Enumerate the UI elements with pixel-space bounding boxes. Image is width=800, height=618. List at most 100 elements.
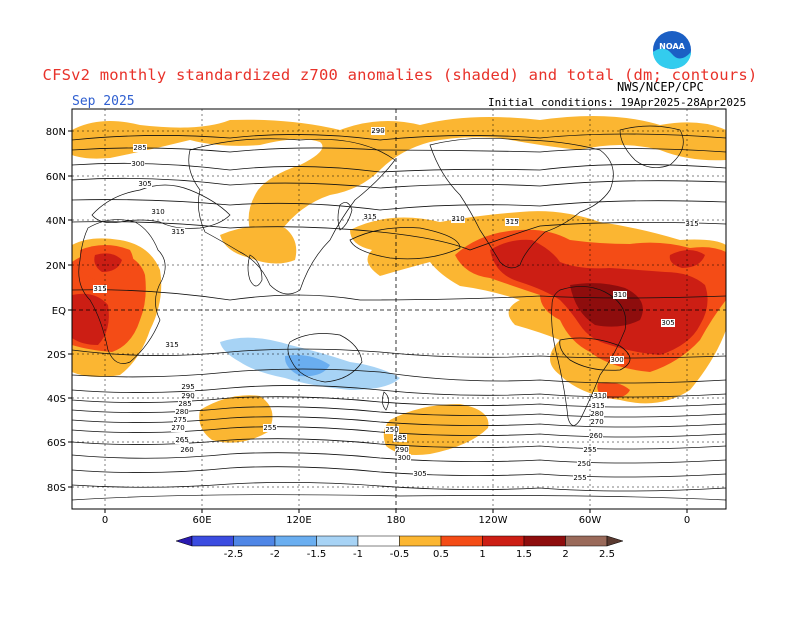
colorbar-label: -2 <box>270 549 280 560</box>
antarctica-outline <box>72 494 726 501</box>
contour-line <box>72 147 726 153</box>
contour-label: 315 <box>93 285 106 293</box>
anomaly-shading <box>72 116 726 455</box>
contour-line <box>72 199 726 211</box>
contour-label: 270 <box>171 424 184 432</box>
colorbar-box <box>482 535 525 547</box>
contour-line <box>72 162 726 173</box>
contour-label: 285 <box>393 434 406 442</box>
colorbar-box <box>357 535 400 547</box>
contour-label: 250 <box>577 460 590 468</box>
colorbar-label: -0.5 <box>390 549 410 560</box>
contour-label-bg <box>138 180 152 188</box>
lon-label: 0 <box>102 515 108 526</box>
noaa-logo: NOAA <box>653 31 691 69</box>
initial-conditions: Initial conditions: 19Apr2025-28Apr2025 <box>488 96 747 109</box>
contour-label: 255 <box>263 424 276 432</box>
contour-label: 310 <box>451 215 464 223</box>
anomaly-region-arctic <box>72 116 726 236</box>
contour-label: 300 <box>397 454 410 462</box>
contour-label-bg <box>613 291 627 299</box>
contour-label: 260 <box>589 432 602 440</box>
contour-label: 290 <box>181 392 194 400</box>
colorbar-label: 2 <box>562 549 568 560</box>
contour-label-bg <box>165 341 179 349</box>
lon-axis: 0 60E 120E 180 120W 60W 0 <box>102 509 690 526</box>
colorbar-box <box>399 535 442 547</box>
contour-line <box>72 348 726 359</box>
contour-label-bg <box>263 424 277 432</box>
contour-label-bg <box>590 410 604 418</box>
contour-label-bg <box>151 208 165 216</box>
map-title: CFSv2 monthly standardized z700 anomalie… <box>42 66 758 84</box>
anomaly-region-atlantic-darkred <box>72 293 109 345</box>
contour-label: 300 <box>131 160 144 168</box>
contour-label-bg <box>593 392 607 400</box>
colorbar-label: -1.5 <box>307 549 327 560</box>
contour-label: 315 <box>591 402 604 410</box>
anomaly-region-caribbean-darkred <box>669 250 705 268</box>
colorbar-label: -1 <box>353 549 363 560</box>
contour-label: 305 <box>138 180 151 188</box>
contour-label-bg <box>171 228 185 236</box>
contour-label: 255 <box>573 474 586 482</box>
contour-label-bg <box>175 408 189 416</box>
contour-line <box>72 221 726 251</box>
contour-label-bg <box>589 432 603 440</box>
colorbar-box <box>440 535 483 547</box>
contour-label: 275 <box>173 416 186 424</box>
australia-outline <box>287 333 363 383</box>
africa-outline <box>78 219 166 364</box>
contour-label: 285 <box>178 400 191 408</box>
lat-label: 80N <box>46 127 66 138</box>
contour-label-bg <box>505 218 519 226</box>
contour-label: 305 <box>661 319 674 327</box>
colorbar-box <box>523 535 566 547</box>
contour-label: 280 <box>590 410 603 418</box>
map-frame <box>71 108 727 510</box>
contour-label-bg <box>393 434 407 442</box>
contour-line <box>72 482 726 492</box>
lat-label: 20N <box>46 261 66 272</box>
lon-label: 120W <box>479 515 508 526</box>
contour-label: 310 <box>151 208 164 216</box>
contour-label-bg <box>573 474 587 482</box>
colorbar-box <box>565 535 608 547</box>
contour-line <box>559 337 631 371</box>
contour-label-bg <box>661 319 675 327</box>
colorbar-box <box>233 535 276 547</box>
forecast-month: Sep 2025 <box>72 94 135 109</box>
lat-label: EQ <box>52 306 66 317</box>
lat-label: 40N <box>46 216 66 227</box>
contour-label-bg <box>181 383 195 391</box>
colorbar-box <box>274 535 317 547</box>
lat-axis: 80N 60N 40N 20N EQ 20S 40S 60S 80S <box>46 127 72 494</box>
contour-label-bg <box>363 213 377 221</box>
lat-label: 20S <box>47 350 66 361</box>
contour-label-bg <box>451 215 465 223</box>
lat-label: 60S <box>47 438 66 449</box>
contour-line <box>349 227 461 260</box>
colorbar-arrow-right <box>606 535 624 547</box>
contour-line <box>72 177 726 189</box>
contour-label: 250 <box>385 426 398 434</box>
colorbar-box <box>191 535 234 547</box>
contour-label-bg <box>181 392 195 400</box>
nz-outline <box>382 391 389 411</box>
contour-label-bg <box>610 356 624 364</box>
colorbar-label: -2.5 <box>224 549 244 560</box>
contour-label: 310 <box>593 392 606 400</box>
contour-label-bg <box>577 460 591 468</box>
contour-label-bg <box>413 470 427 478</box>
contour-label: 295 <box>181 383 194 391</box>
contour-label-bg <box>685 220 699 228</box>
contour-label: 315 <box>165 341 178 349</box>
contour-label: 280 <box>175 408 188 416</box>
lon-label: 180 <box>386 515 405 526</box>
graticule <box>72 109 726 509</box>
contour-label: 315 <box>685 220 698 228</box>
colorbar: -2.5 -2 -1.5 -1 -0.5 0.5 1 1.5 2 2.5 <box>175 535 624 560</box>
colorbar-box <box>316 535 359 547</box>
lat-label: 60N <box>46 172 66 183</box>
